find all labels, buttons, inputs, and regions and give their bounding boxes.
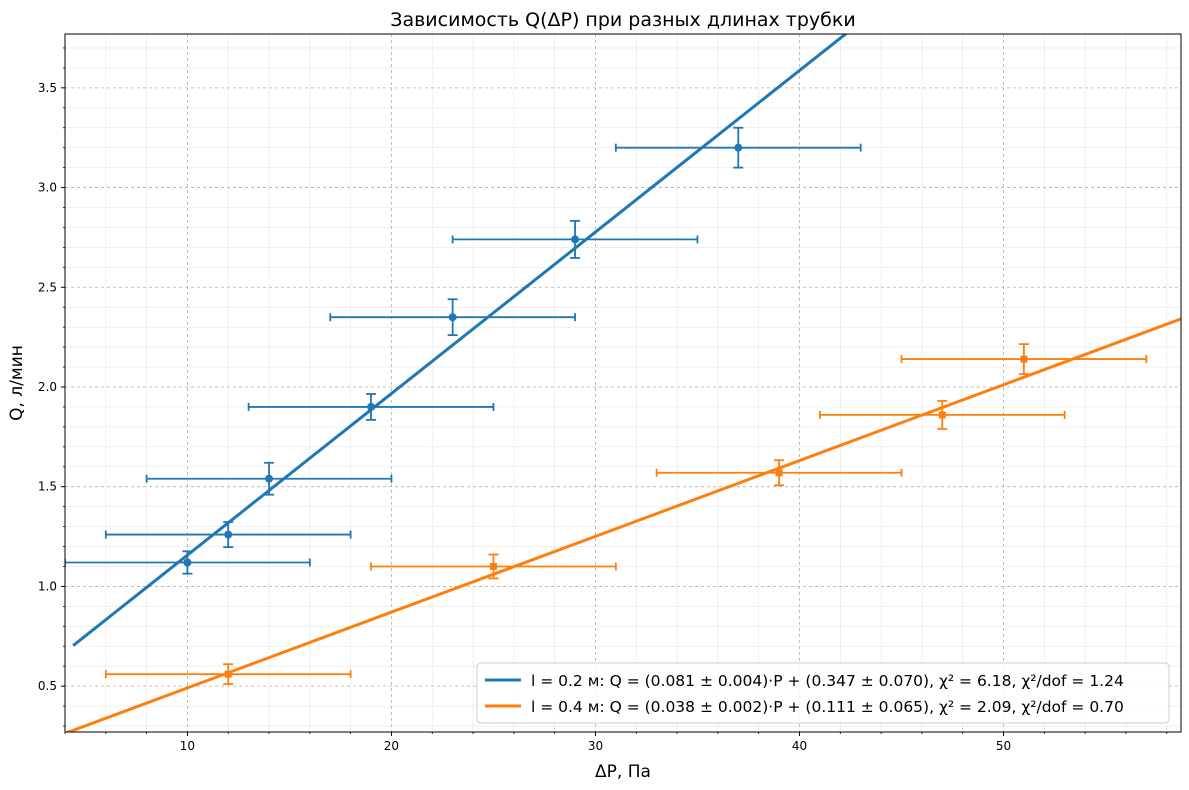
y-tick-label: 1.0 [38, 579, 57, 593]
x-tick-label: 50 [996, 739, 1011, 753]
x-tick-labels: 10 20 30 40 50 [180, 739, 1011, 753]
legend: l = 0.2 м: Q = (0.081 ± 0.004)·P + (0.34… [476, 662, 1170, 724]
fit-lines [65, 34, 1181, 732]
y-tick-label: 2.0 [38, 380, 57, 394]
y-tick-label: 3.0 [38, 181, 57, 195]
data-point-series-2 [489, 562, 497, 570]
data-point-series-2 [938, 411, 946, 419]
legend-box [476, 662, 1170, 724]
y-axis-label: Q, л/мин [7, 345, 27, 421]
chart-title: Зависимость Q(ΔP) при разных длинах труб… [390, 9, 855, 31]
x-tick-label: 40 [792, 739, 807, 753]
plot-frame [64, 33, 1182, 733]
fit-line-series-1 [72, 34, 848, 647]
data-point-series-1 [734, 143, 743, 152]
legend-label-series-1: l = 0.2 м: Q = (0.081 ± 0.004)·P + (0.34… [531, 672, 1124, 690]
y-tick-label: 3.5 [38, 81, 57, 95]
data-point-series-1 [448, 313, 457, 322]
data-point-series-1 [183, 558, 192, 567]
y-tick-label: 2.5 [38, 280, 57, 294]
x-tick-label: 30 [588, 739, 603, 753]
data-point-series-1 [224, 530, 233, 539]
axis-ticks [61, 47, 1168, 736]
y-tick-label: 1.5 [38, 480, 57, 494]
data-point-series-2 [1020, 355, 1028, 363]
x-tick-label: 20 [384, 739, 399, 753]
data-point-series-1 [367, 402, 376, 411]
legend-label-series-2: l = 0.4 м: Q = (0.038 ± 0.002)·P + (0.11… [531, 698, 1124, 716]
error-bars [65, 126, 1148, 686]
data-points [183, 143, 1028, 678]
data-point-series-2 [224, 670, 232, 678]
y-tick-labels: 0.5 1.0 1.5 2.0 2.5 3.0 3.5 [38, 81, 57, 693]
y-tick-label: 0.5 [38, 679, 57, 693]
data-point-series-1 [265, 474, 274, 483]
x-axis-label: ΔP, Па [595, 762, 651, 782]
minor-grid [64, 34, 1181, 732]
data-point-series-2 [775, 469, 783, 477]
data-point-series-1 [571, 235, 580, 244]
x-tick-label: 10 [180, 739, 195, 753]
fit-line-series-2 [65, 317, 1181, 732]
